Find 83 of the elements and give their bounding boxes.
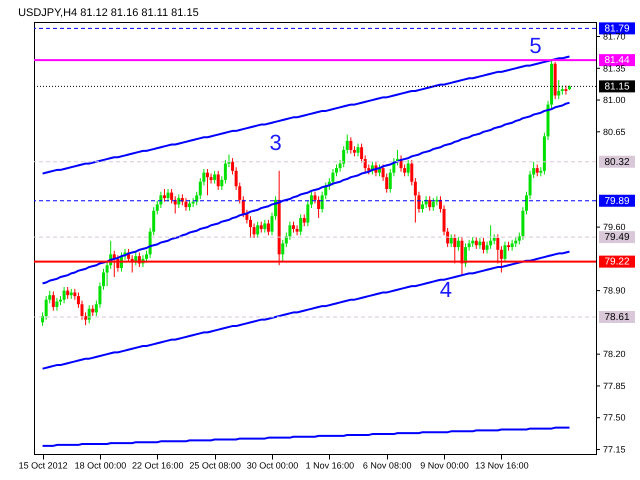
annotation: 3: [270, 130, 282, 155]
candlestick: [206, 168, 209, 196]
ref-line-label: 79.22: [604, 256, 630, 268]
candlestick: [510, 239, 514, 252]
candlestick: [55, 297, 58, 312]
candlestick: [474, 236, 478, 250]
candlestick: [166, 188, 170, 202]
y-tick-label: 77.15: [603, 444, 626, 454]
annotation: 5: [529, 33, 542, 58]
candlestick: [177, 194, 180, 209]
x-tick-label: 25 Oct 08:00: [189, 460, 241, 470]
y-tick-label: 78.20: [603, 349, 626, 360]
candlestick: [292, 221, 295, 234]
candlestick: [299, 214, 302, 236]
x-tick-label: 1 Nov 16:00: [306, 460, 354, 470]
x-tick-label: 22 Oct 16:00: [132, 460, 184, 470]
candlestick: [478, 238, 482, 250]
candlestick: [342, 146, 346, 168]
candlestick: [48, 290, 52, 304]
candlestick: [450, 234, 453, 248]
candlestick: [52, 291, 55, 312]
candlestick: [70, 288, 73, 300]
candlestick: [91, 304, 94, 317]
ref-line-label: 79.49: [604, 232, 630, 244]
candlestick: [346, 134, 349, 154]
x-tick-label: 13 Nov 16:00: [475, 460, 529, 470]
x-tick-label: 30 Oct 00:00: [246, 460, 298, 470]
y-tick-label: 81.70: [603, 32, 626, 42]
ref-line-label: 81.15: [604, 81, 630, 92]
x-tick-label: 9 Nov 00:00: [420, 460, 469, 470]
candlestick: [489, 224, 492, 250]
candlestick: [428, 196, 432, 212]
candlestick: [162, 188, 166, 202]
line-series: [42, 250, 570, 370]
candlestick: [263, 219, 266, 234]
y-tick-label: 81.00: [603, 95, 626, 106]
candlestick: [66, 286, 70, 300]
candlestick: [256, 221, 260, 238]
candlestick: [514, 236, 518, 248]
candlestick: [421, 200, 424, 214]
candlestick: [281, 239, 284, 262]
y-tick-label: 78.90: [603, 286, 626, 296]
candlestick: [213, 170, 216, 184]
candlestick: [331, 168, 334, 186]
line-series: [42, 426, 570, 447]
x-tick-label: 6 Nov 08:00: [362, 460, 412, 470]
candlestick: [302, 214, 306, 227]
candlestick: [216, 170, 220, 190]
candlestick: [62, 286, 66, 304]
x-tick-label: 15 Oct 2012: [18, 460, 68, 470]
candlestick: [536, 164, 539, 177]
candlestick: [296, 224, 299, 236]
y-tick-label: 80.65: [603, 126, 626, 137]
candlestick: [432, 198, 435, 212]
ref-line-label: 78.61: [604, 312, 630, 323]
candlestick: [317, 196, 320, 219]
candlestick: [482, 238, 485, 254]
candlestick: [320, 191, 324, 214]
candlestick: [560, 85, 564, 96]
candlestick: [356, 143, 360, 157]
candlestick: [564, 85, 568, 96]
candlestick: [456, 236, 460, 252]
candlestick: [406, 159, 410, 177]
candlestick: [266, 219, 270, 236]
ref-line-label: 80.32: [604, 156, 630, 168]
y-tick-label: 77.85: [603, 380, 626, 391]
ref-line-label: 81.79: [604, 23, 630, 34]
ref-line-label: 79.89: [604, 196, 630, 207]
candlestick: [557, 80, 560, 100]
candlestick: [188, 199, 192, 212]
x-tick-label: 18 Oct 00:00: [74, 460, 126, 470]
y-tick-label: 79.60: [603, 222, 626, 232]
candlestick: [367, 164, 370, 175]
candlestick: [324, 182, 328, 200]
chart-title: USDJPY,H4 81.12 81.16 81.11 81.15: [18, 7, 199, 19]
line-series: [42, 55, 570, 175]
annotation: 4: [440, 277, 452, 302]
candlestick: [503, 241, 506, 264]
candlestick: [260, 221, 263, 234]
y-tick-label: 77.50: [603, 412, 626, 423]
candlestick: [471, 236, 474, 248]
candlestick: [349, 136, 352, 154]
candlestick: [184, 198, 188, 212]
